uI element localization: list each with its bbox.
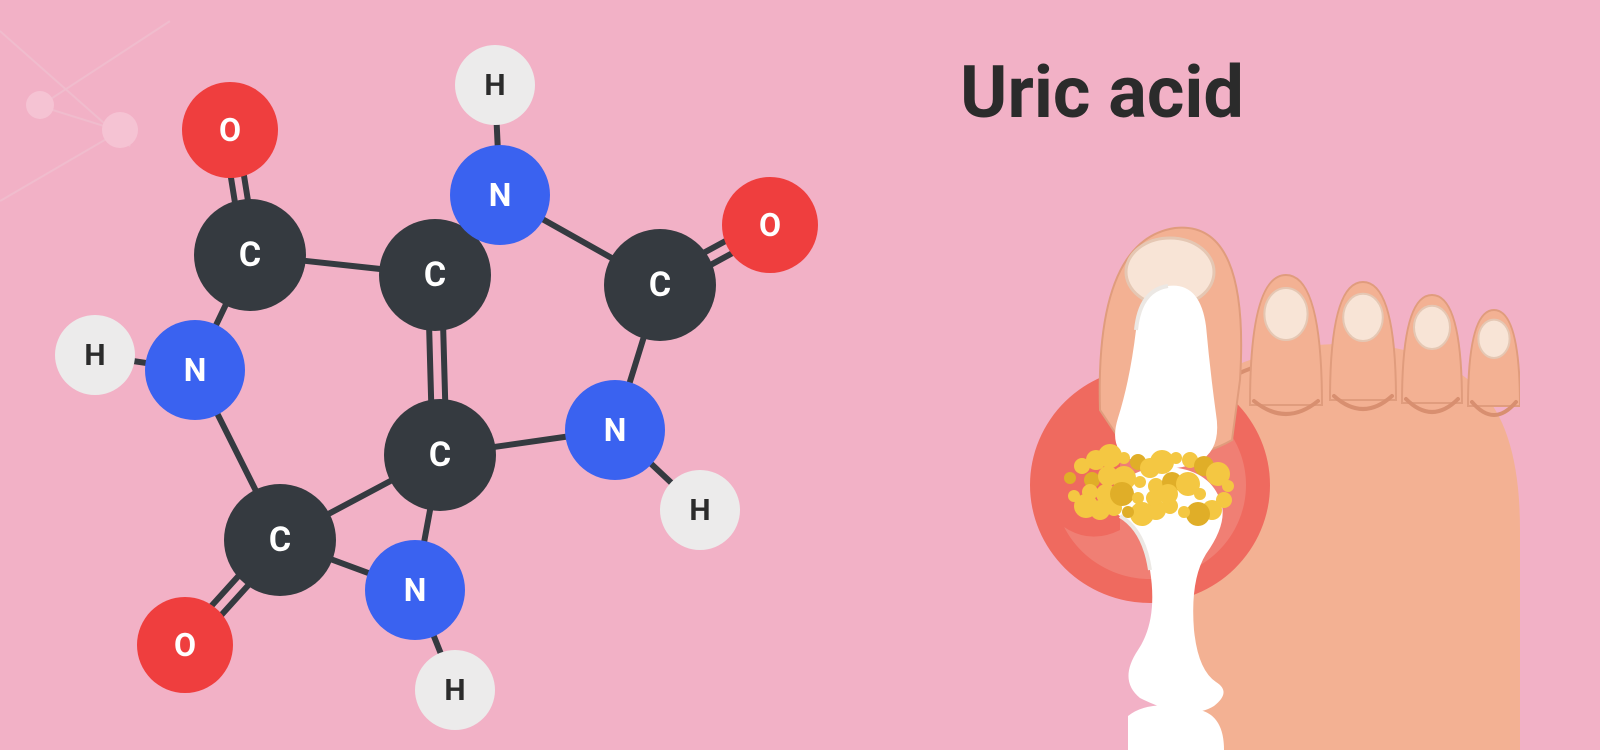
- atom-C3: C: [384, 399, 496, 511]
- atom-label: O: [219, 111, 241, 149]
- atom-label: O: [174, 626, 196, 664]
- bond: [536, 213, 620, 264]
- atom-H4: H: [660, 470, 740, 550]
- atom-N1: N: [450, 145, 550, 245]
- atom-label: C: [269, 520, 291, 560]
- atom-label: H: [484, 68, 505, 103]
- atom-label: H: [689, 493, 710, 528]
- atom-label: O: [759, 206, 781, 244]
- gout-foot-illustration: [1000, 210, 1520, 750]
- atom-O2: O: [137, 597, 233, 693]
- bond: [487, 433, 574, 451]
- atom-H1: H: [455, 45, 535, 125]
- atom-label: C: [429, 435, 451, 475]
- decor-dot: [26, 91, 54, 119]
- atom-O3: O: [722, 177, 818, 273]
- decor-line: [40, 20, 171, 106]
- atom-label: N: [604, 411, 627, 449]
- atom-label: H: [84, 338, 105, 373]
- atom-label: C: [239, 235, 261, 275]
- atom-label: N: [184, 351, 207, 389]
- atom-label: N: [489, 176, 512, 214]
- atom-C4: C: [224, 484, 336, 596]
- atom-N2: N: [145, 320, 245, 420]
- toenail-2: [1264, 288, 1307, 340]
- atom-label: C: [649, 265, 671, 305]
- bond: [297, 257, 388, 273]
- bond: [211, 407, 261, 499]
- atom-C1: C: [194, 199, 306, 311]
- infographic-canvas: Uric acid C C C C C N N N N O O O H H H H: [0, 0, 1600, 750]
- atom-O1: O: [182, 82, 278, 178]
- atom-C5: C: [604, 229, 716, 341]
- bond: [440, 322, 448, 407]
- decor-dot: [102, 112, 138, 148]
- bond: [426, 323, 434, 408]
- atom-N4: N: [565, 380, 665, 480]
- toenail-5: [1478, 320, 1509, 358]
- bond: [321, 475, 400, 521]
- decor-line: [0, 130, 120, 201]
- atom-H3: H: [415, 650, 495, 730]
- atom-label: C: [424, 255, 446, 295]
- atom-label: N: [404, 571, 427, 609]
- atom-H2: H: [55, 315, 135, 395]
- atom-label: H: [444, 673, 465, 708]
- toenail-3: [1343, 294, 1383, 341]
- atom-N3: N: [365, 540, 465, 640]
- toenail-4: [1414, 306, 1450, 349]
- page-title: Uric acid: [960, 50, 1244, 135]
